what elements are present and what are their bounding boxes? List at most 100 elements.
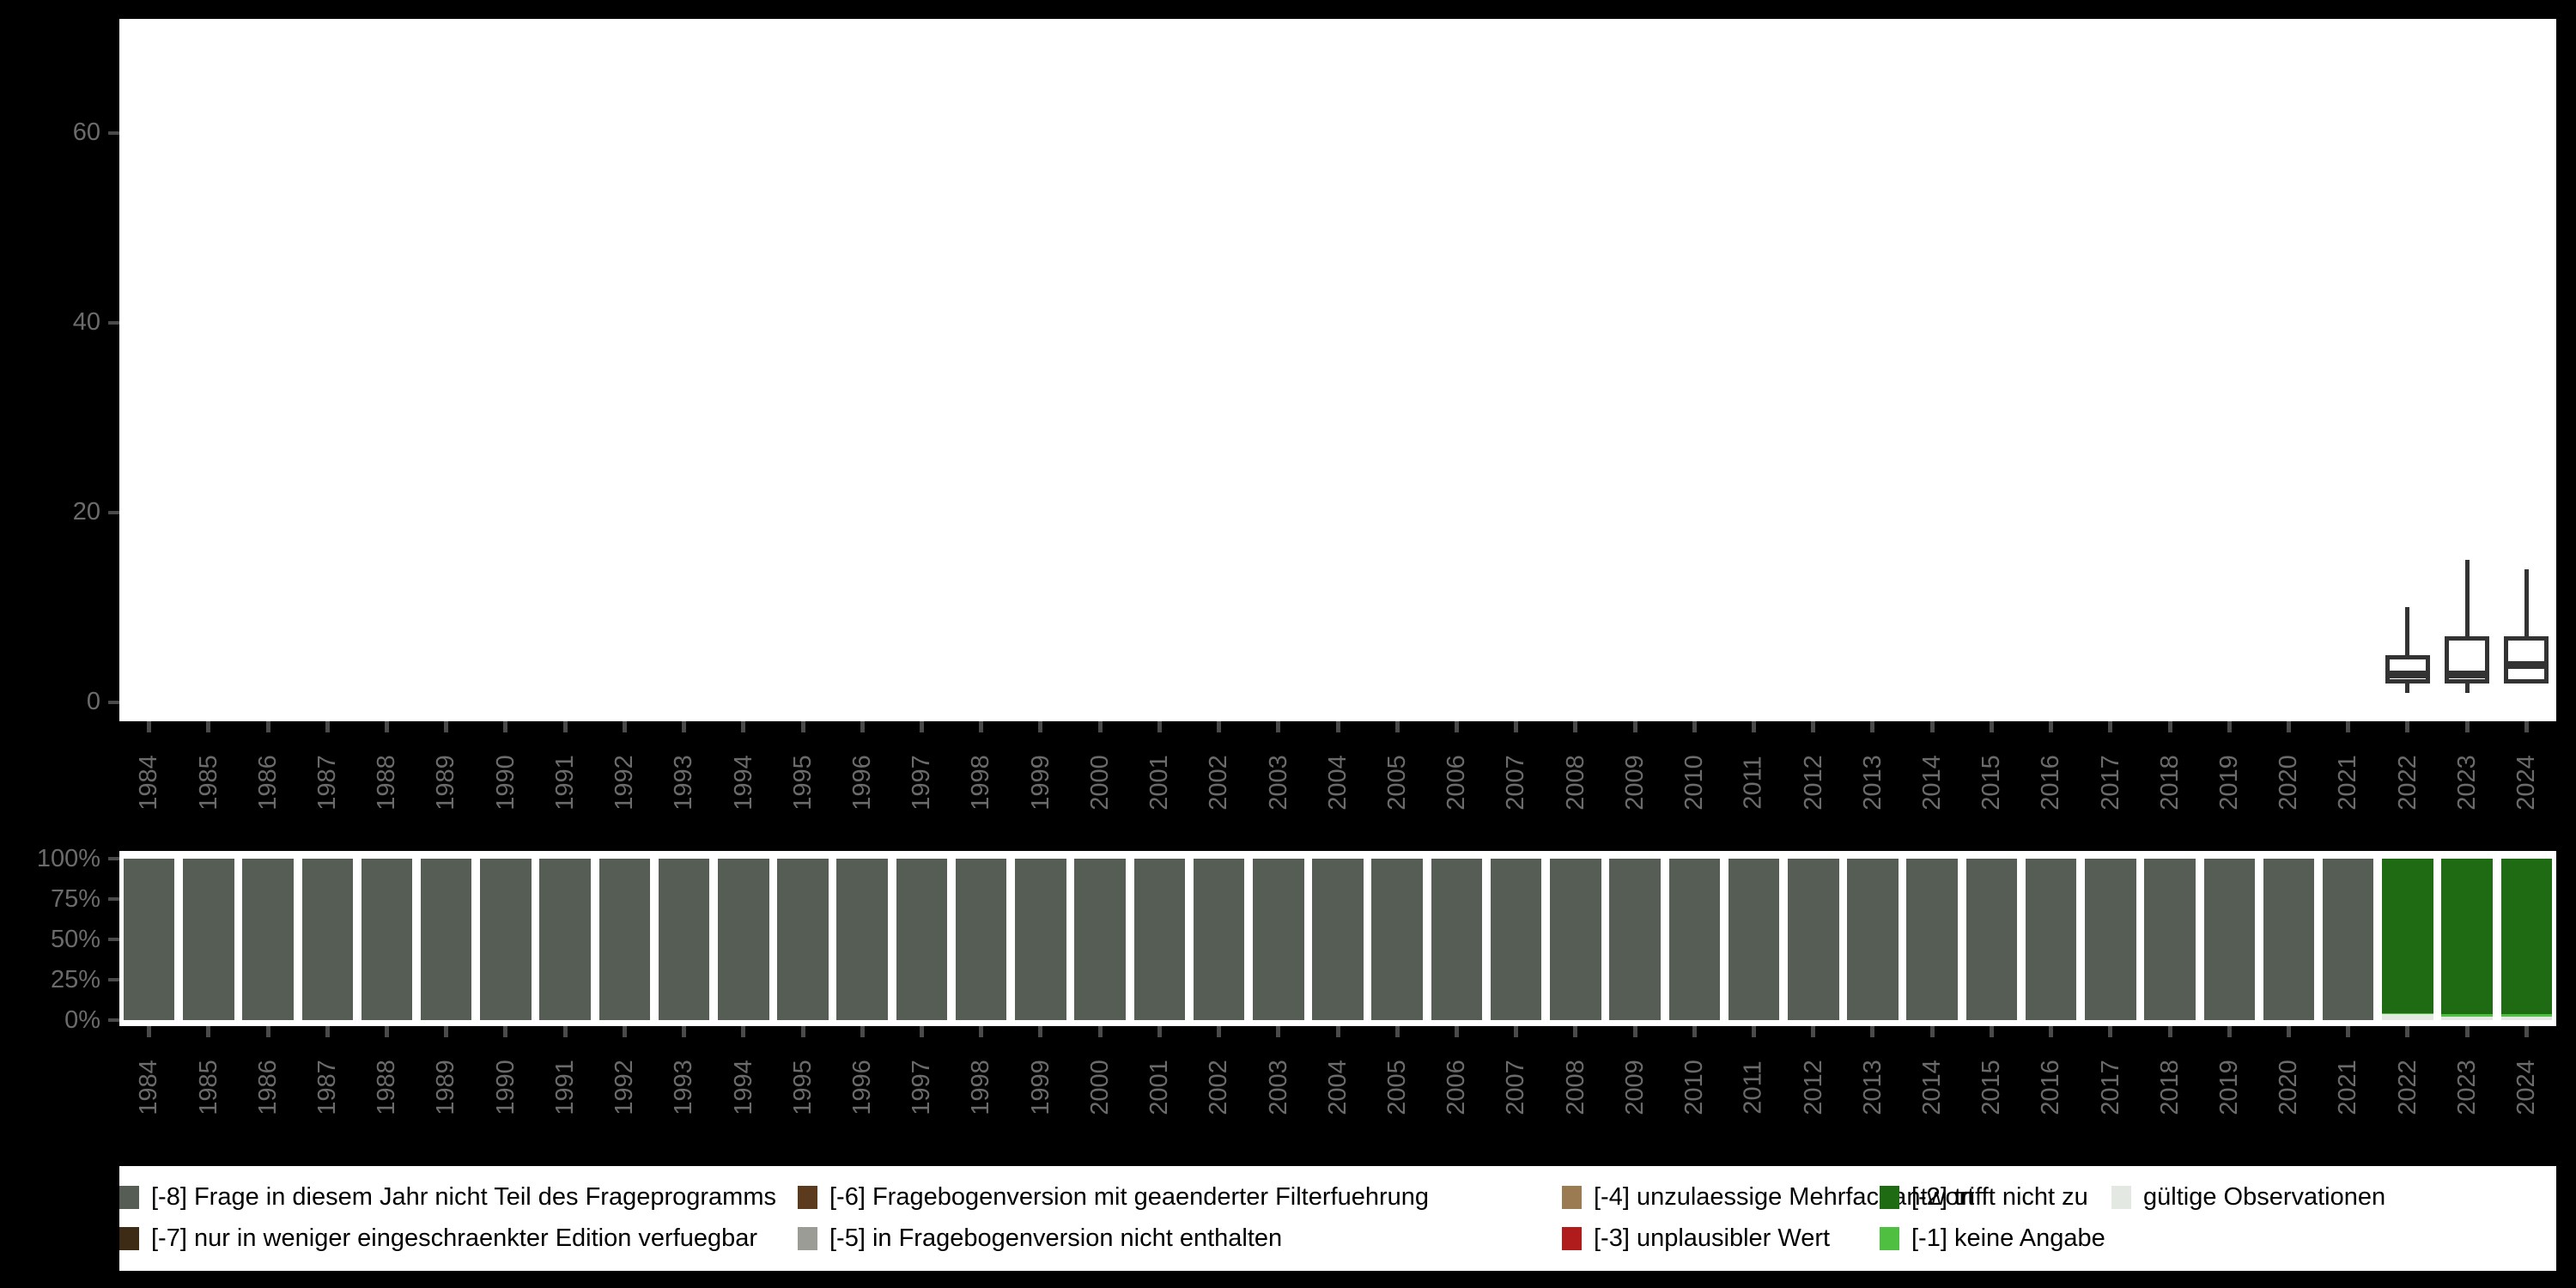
legend-item[interactable]: gültige Observationen — [2111, 1176, 2385, 1218]
stacked-bar-segment — [1312, 859, 1364, 1020]
bottom-x-tick-label: 1994 — [729, 1060, 757, 1115]
legend-color-swatch — [1562, 1185, 1582, 1209]
stacked-bar-2022 — [2382, 859, 2433, 1020]
legend-item[interactable]: [-2] trifft nicht zu — [1880, 1176, 2088, 1218]
stacked-bar-segment — [598, 859, 651, 1020]
bottom-x-tick-mark — [2167, 1026, 2172, 1037]
top-x-tick-label: 1993 — [670, 755, 698, 811]
stacked-bar-segment — [1787, 859, 1839, 1020]
boxplot-2023 — [2445, 19, 2490, 721]
top-x-tick-mark — [1217, 721, 1222, 732]
bottom-x-tick-mark — [1573, 1026, 1578, 1037]
boxplot-upper-whisker — [2524, 569, 2529, 636]
bottom-x-tick-mark — [1335, 1026, 1340, 1037]
top-x-tick-label: 1992 — [610, 755, 638, 811]
bottom-x-tick-label: 1986 — [253, 1060, 282, 1115]
top-x-tick-mark — [503, 721, 508, 732]
top-x-tick-label: 1987 — [313, 755, 341, 811]
boxplot-2022 — [2385, 19, 2430, 721]
legend-color-swatch — [119, 1226, 139, 1250]
legend-item-label: [-4] unzulaessige Mehrfachantwort — [1594, 1182, 1975, 1211]
legend-item[interactable]: [-8] Frage in diesem Jahr nicht Teil des… — [119, 1176, 776, 1218]
stacked-bar-2007 — [1490, 859, 1542, 1020]
top-x-tick-mark — [562, 721, 568, 732]
bottom-y-tick-mark — [108, 857, 119, 860]
top-x-tick-label: 2023 — [2452, 755, 2481, 811]
stacked-bar-1996 — [836, 859, 888, 1020]
bottom-x-tick-label: 2019 — [2215, 1060, 2243, 1115]
legend-item-label: [-5] in Fragebogenversion nicht enthalte… — [829, 1224, 1283, 1252]
top-x-tick-label: 1994 — [729, 755, 757, 811]
stacked-bar-2020 — [2263, 859, 2315, 1020]
legend-color-swatch — [2111, 1185, 2131, 1209]
legend-item[interactable]: [-6] Fragebogenversion mit geaenderter F… — [798, 1176, 1429, 1218]
stacked-bar-segment — [836, 859, 888, 1020]
bottom-x-tick-mark — [2227, 1026, 2232, 1037]
top-x-tick-mark — [741, 721, 746, 732]
top-x-tick-label: 1989 — [432, 755, 460, 811]
bottom-y-tick-mark — [108, 938, 119, 941]
legend-color-swatch — [1880, 1226, 1899, 1250]
bottom-x-tick-mark — [1514, 1026, 1519, 1037]
stacked-bar-segment — [2085, 859, 2136, 1020]
legend-item[interactable]: [-4] unzulaessige Mehrfachantwort — [1562, 1176, 1974, 1218]
top-x-tick-mark — [979, 721, 984, 732]
bottom-x-tick-mark — [800, 1026, 805, 1037]
stacked-bar-2004 — [1312, 859, 1364, 1020]
stacked-bar-2011 — [1728, 859, 1780, 1020]
legend-item-label: [-1] keine Angabe — [1911, 1224, 2105, 1252]
stacked-bar-segment — [2263, 859, 2315, 1020]
stacked-bar-2019 — [2203, 859, 2256, 1020]
bottom-x-tick-label: 1996 — [848, 1060, 876, 1115]
bottom-x-tick-label: 1984 — [135, 1060, 163, 1115]
bottom-x-tick-label: 1993 — [670, 1060, 698, 1115]
bottom-chart-x-axis: 1984 1985 1986 1987 1988 1989 1990 1991 1992 1993… — [119, 1026, 2556, 1155]
stacked-bar-segment — [1193, 859, 1245, 1020]
top-y-tick-label: 40 — [72, 308, 100, 337]
stacked-bar-1997 — [896, 859, 948, 1020]
boxplot-median-line — [2385, 670, 2430, 678]
top-x-tick-label: 1995 — [788, 755, 817, 811]
top-x-tick-mark — [1811, 721, 1816, 732]
stacked-bar-1994 — [718, 859, 769, 1020]
top-x-tick-label: 2020 — [2275, 755, 2303, 811]
bottom-x-tick-mark — [1454, 1026, 1459, 1037]
bottom-x-tick-label: 1999 — [1026, 1060, 1054, 1115]
stacked-bar-2021 — [2322, 859, 2374, 1020]
bottom-x-tick-label: 2015 — [1977, 1060, 2005, 1115]
stacked-bar-1993 — [658, 859, 710, 1020]
bottom-y-tick-mark — [108, 1018, 119, 1022]
stacked-bar-segment — [2500, 1014, 2553, 1018]
stacked-bar-segment — [1133, 859, 1186, 1020]
legend-item-label: [-2] trifft nicht zu — [1911, 1182, 2088, 1211]
stacked-bar-2012 — [1787, 859, 1839, 1020]
top-x-tick-label: 2003 — [1264, 755, 1292, 811]
bottom-x-tick-mark — [1038, 1026, 1043, 1037]
top-x-tick-label: 2007 — [1502, 755, 1530, 811]
bottom-x-tick-label: 2004 — [1323, 1060, 1352, 1115]
bottom-x-tick-mark — [2049, 1026, 2054, 1037]
bottom-y-tick-label: 0% — [64, 1005, 100, 1034]
top-x-tick-mark — [622, 721, 627, 732]
top-x-tick-label: 2002 — [1205, 755, 1233, 811]
bottom-x-tick-mark — [1692, 1026, 1697, 1037]
stacked-bar-segment — [2025, 859, 2077, 1020]
bottom-chart-panel — [119, 851, 2556, 1026]
top-x-tick-label: 2012 — [1799, 755, 1827, 811]
stacked-bar-segment — [1074, 859, 1126, 1020]
bottom-x-tick-label: 2016 — [2037, 1060, 2065, 1115]
stacked-bar-2023 — [2441, 859, 2493, 1020]
legend-item[interactable]: [-1] keine Angabe — [1880, 1218, 2105, 1259]
stacked-bar-2014 — [1906, 859, 1958, 1020]
stacked-bar-2018 — [2144, 859, 2196, 1020]
legend-item[interactable]: [-3] unplausibler Wert — [1562, 1218, 1830, 1259]
top-x-tick-label: 1984 — [135, 755, 163, 811]
top-x-tick-mark — [1870, 721, 1875, 732]
legend-item[interactable]: [-5] in Fragebogenversion nicht enthalte… — [798, 1218, 1282, 1259]
legend-color-swatch — [798, 1185, 817, 1209]
bottom-x-tick-label: 2002 — [1205, 1060, 1233, 1115]
bottom-x-tick-label: 2013 — [1858, 1060, 1886, 1115]
bottom-x-tick-mark — [1157, 1026, 1162, 1037]
legend-item[interactable]: [-7] nur in weniger eingeschraenkter Edi… — [119, 1218, 757, 1259]
